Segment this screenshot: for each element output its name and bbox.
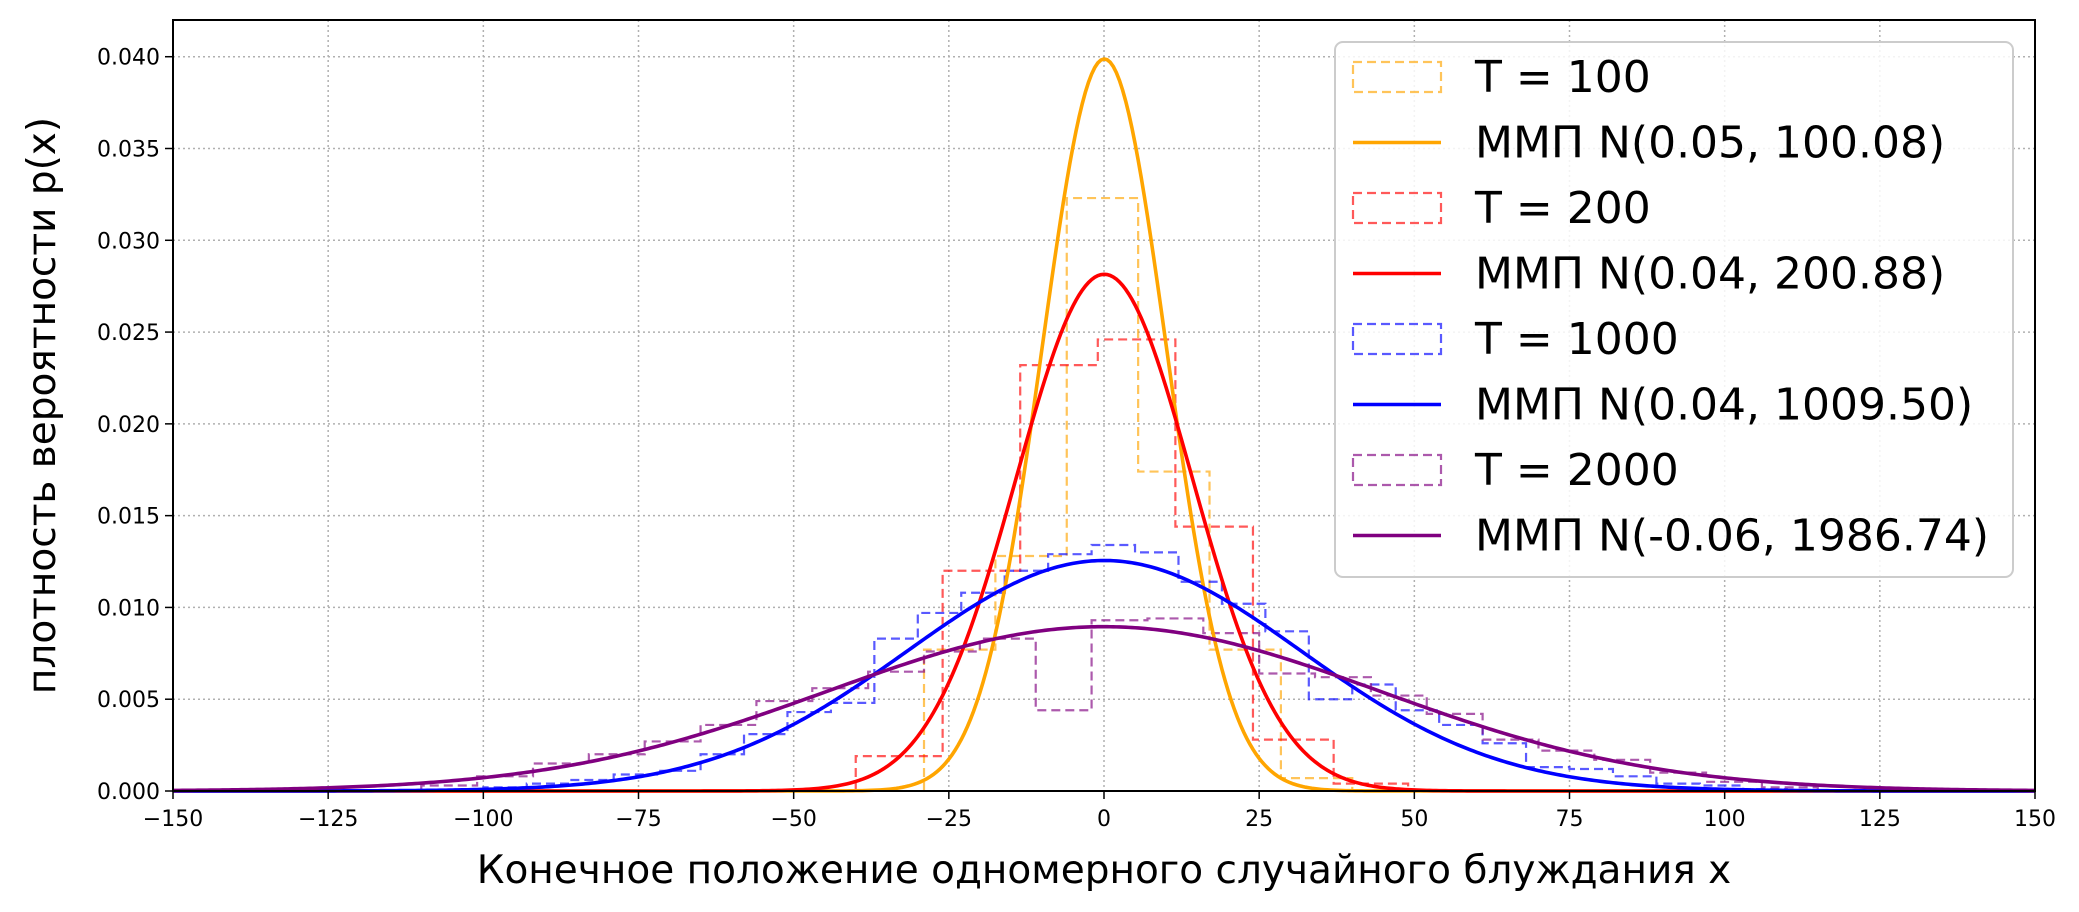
x-tick-label: −150 [143,807,203,832]
y-tick-label: 0.040 [97,46,160,71]
y-tick-label: 0.010 [97,596,160,621]
y-tick-label: 0.000 [97,780,160,805]
legend-label: ММП N(-0.06, 1986.74) [1475,511,1989,562]
x-tick-label: 125 [1859,807,1901,832]
fit-curve-2 [173,558,2035,793]
legend-label: ММП N(0.04, 1009.50) [1475,380,1973,431]
legend-hist-swatch [1351,191,1443,225]
legend-label: ММП N(0.05, 100.08) [1475,118,1945,169]
x-tick-label: −125 [298,807,358,832]
legend-hist-swatch [1351,60,1443,94]
legend-label: T = 200 [1474,183,1651,234]
legend-hist-swatch [1351,453,1443,487]
y-tick-label: 0.005 [97,688,160,713]
x-tick-label: 50 [1400,807,1428,832]
x-tick-label: 150 [2014,807,2056,832]
legend-label: T = 2000 [1474,445,1679,496]
y-tick-label: 0.020 [97,413,160,438]
legend-label: ММП N(0.04, 200.88) [1475,249,1945,300]
y-tick-label: 0.035 [97,138,160,163]
x-axis-label: Конечное положение одномерного случайног… [477,848,1732,893]
x-tick-label: 0 [1097,807,1111,832]
histogram-series-0 [922,196,1354,791]
x-tick-label: −50 [770,807,816,832]
y-tick-label: 0.015 [97,505,160,530]
x-tick-label: −100 [453,807,513,832]
legend-label: T = 100 [1474,52,1651,103]
axis-ticks: −150 −125 −100 −75 −50 −25 0 25 50 75 100 125 150 0.0… [97,46,2056,832]
histogram-series-1 [854,338,1410,791]
x-tick-label: −75 [615,807,661,832]
x-tick-label: 75 [1556,807,1584,832]
legend: T = 100 ММП N(0.05, 100.08) T = 200 ММП N(0… [1334,41,2014,578]
y-tick-label: 0.030 [97,229,160,254]
legend-label: T = 1000 [1474,314,1679,365]
legend-hist-swatch [1351,322,1443,356]
histogram-series-2 [482,543,1788,791]
x-tick-label: −25 [926,807,972,832]
histogram-series-3 [420,617,1819,791]
x-tick-label: 100 [1704,807,1746,832]
x-tick-label: 25 [1245,807,1273,832]
y-tick-label: 0.025 [97,321,160,346]
legend-frame [1334,41,2014,578]
fit-curve-3 [172,624,2036,793]
y-axis-label: плотность вероятности p(x) [20,117,65,694]
